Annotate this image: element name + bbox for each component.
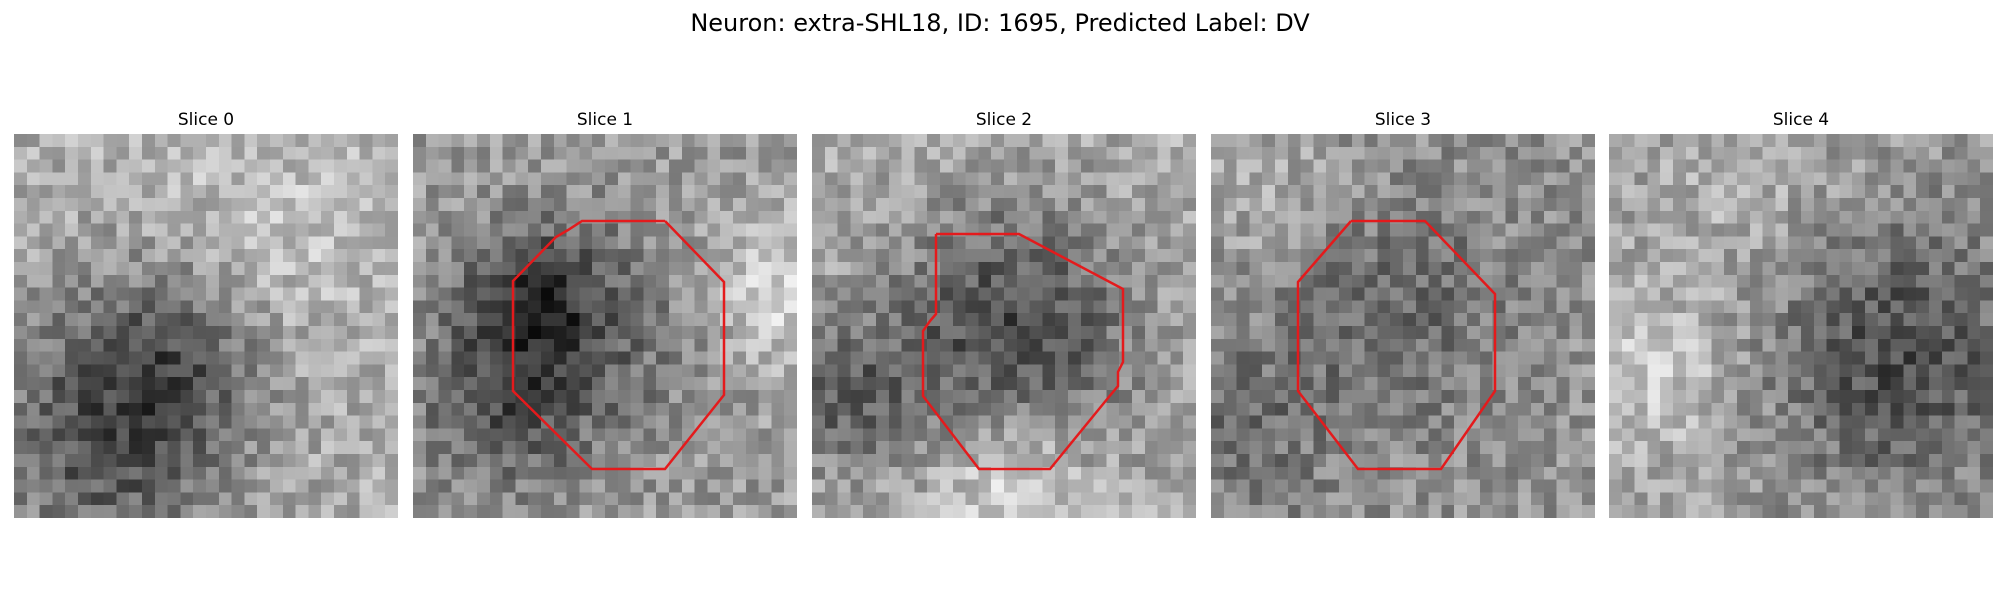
roi-contour: [921, 232, 1125, 471]
slice-title: Slice 2: [975, 110, 1033, 130]
figure-title: Neuron: extra-SHL18, ID: 1695, Predicted…: [690, 9, 1310, 37]
microscopy-slice-image: [1211, 134, 1595, 518]
microscopy-slice-image: [14, 134, 398, 518]
slice-title: Slice 1: [576, 110, 634, 130]
slice-title: Slice 3: [1374, 110, 1432, 130]
roi-contour: [1296, 219, 1497, 471]
slice-title: Slice 4: [1772, 110, 1830, 130]
microscopy-slice-image: [413, 134, 797, 518]
microscopy-slice-image: [1609, 134, 1993, 518]
roi-contour: [511, 219, 726, 471]
microscopy-slice-image: [812, 134, 1196, 518]
slice-title: Slice 0: [177, 110, 235, 130]
